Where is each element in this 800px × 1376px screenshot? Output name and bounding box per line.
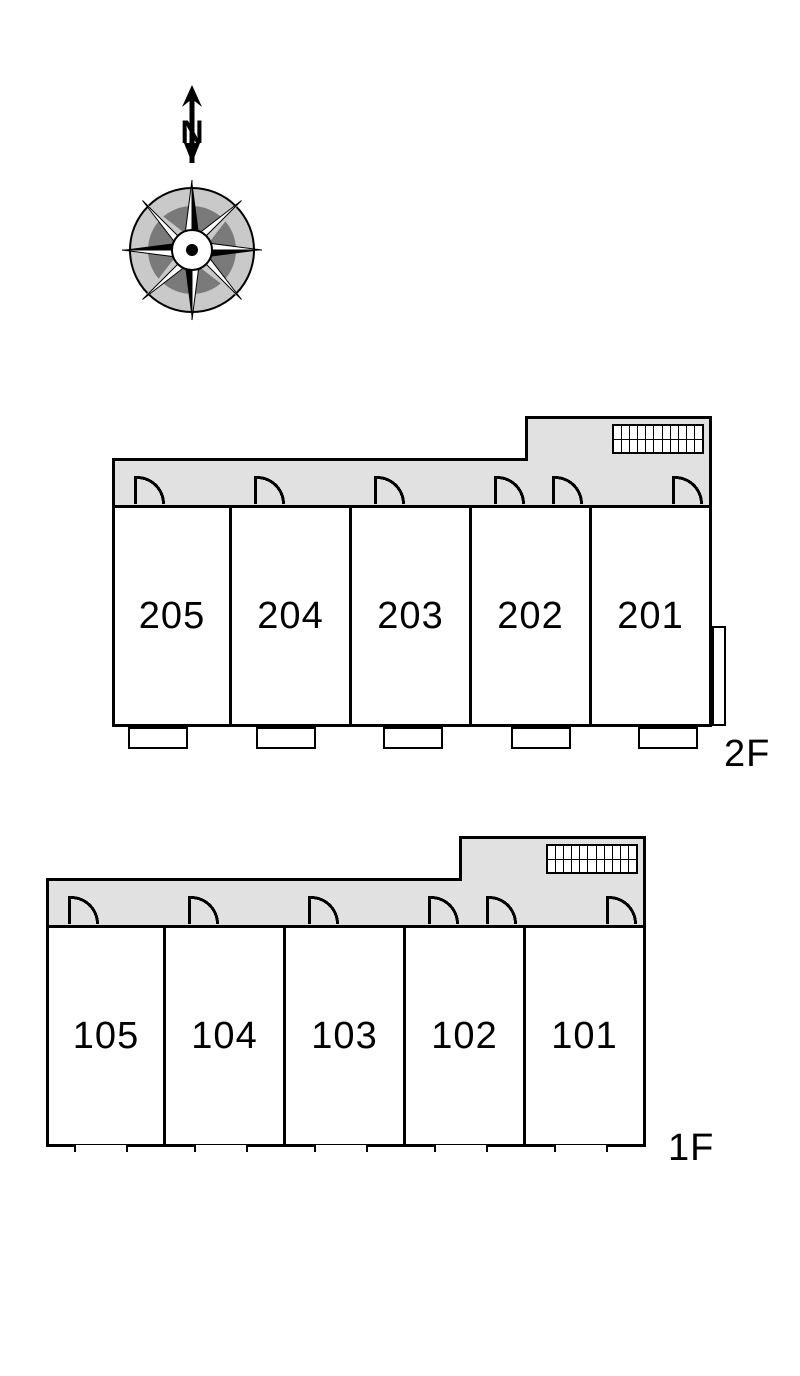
unit-205: 205	[112, 505, 232, 727]
window-sill	[554, 1145, 608, 1152]
compass-north-label: N	[180, 114, 203, 150]
door-icon	[254, 476, 285, 504]
door-icon	[68, 896, 99, 924]
door-icon	[374, 476, 405, 504]
door-icon	[428, 896, 459, 924]
unit-102: 102	[406, 925, 526, 1147]
unit-101: 101	[526, 925, 646, 1147]
door-row	[112, 476, 712, 506]
door-row	[46, 896, 646, 926]
balcony	[638, 727, 698, 749]
window-sill	[74, 1145, 128, 1152]
floor-label-2f: 2F	[724, 733, 770, 776]
unit-104: 104	[166, 925, 286, 1147]
window-sill	[434, 1145, 488, 1152]
unit-201: 201	[592, 505, 712, 727]
balcony	[256, 727, 316, 749]
unit-204: 204	[232, 505, 352, 727]
unit-202: 202	[472, 505, 592, 727]
door-icon	[494, 476, 525, 504]
floor-label-1f: 1F	[668, 1127, 714, 1170]
door-icon	[486, 896, 517, 924]
balcony	[511, 727, 571, 749]
door-icon	[134, 476, 165, 504]
door-icon	[672, 476, 703, 504]
unit-103: 103	[286, 925, 406, 1147]
unit-105: 105	[46, 925, 166, 1147]
unit-row: 205204203202201	[112, 505, 712, 727]
door-icon	[606, 896, 637, 924]
balcony	[383, 727, 443, 749]
door-icon	[308, 896, 339, 924]
balcony-row	[128, 727, 698, 749]
stairs-icon	[612, 424, 704, 454]
door-icon	[188, 896, 219, 924]
balcony	[128, 727, 188, 749]
unit-203: 203	[352, 505, 472, 727]
side-balcony	[712, 626, 726, 726]
floor-2f: 205204203202201	[112, 416, 732, 757]
window-sill	[194, 1145, 248, 1152]
floor-1f: 105104103102101	[46, 836, 666, 1177]
stairs-icon	[546, 844, 638, 874]
door-icon	[552, 476, 583, 504]
window-sill	[314, 1145, 368, 1152]
unit-row: 105104103102101	[46, 925, 646, 1147]
compass-rose: N	[115, 85, 270, 345]
